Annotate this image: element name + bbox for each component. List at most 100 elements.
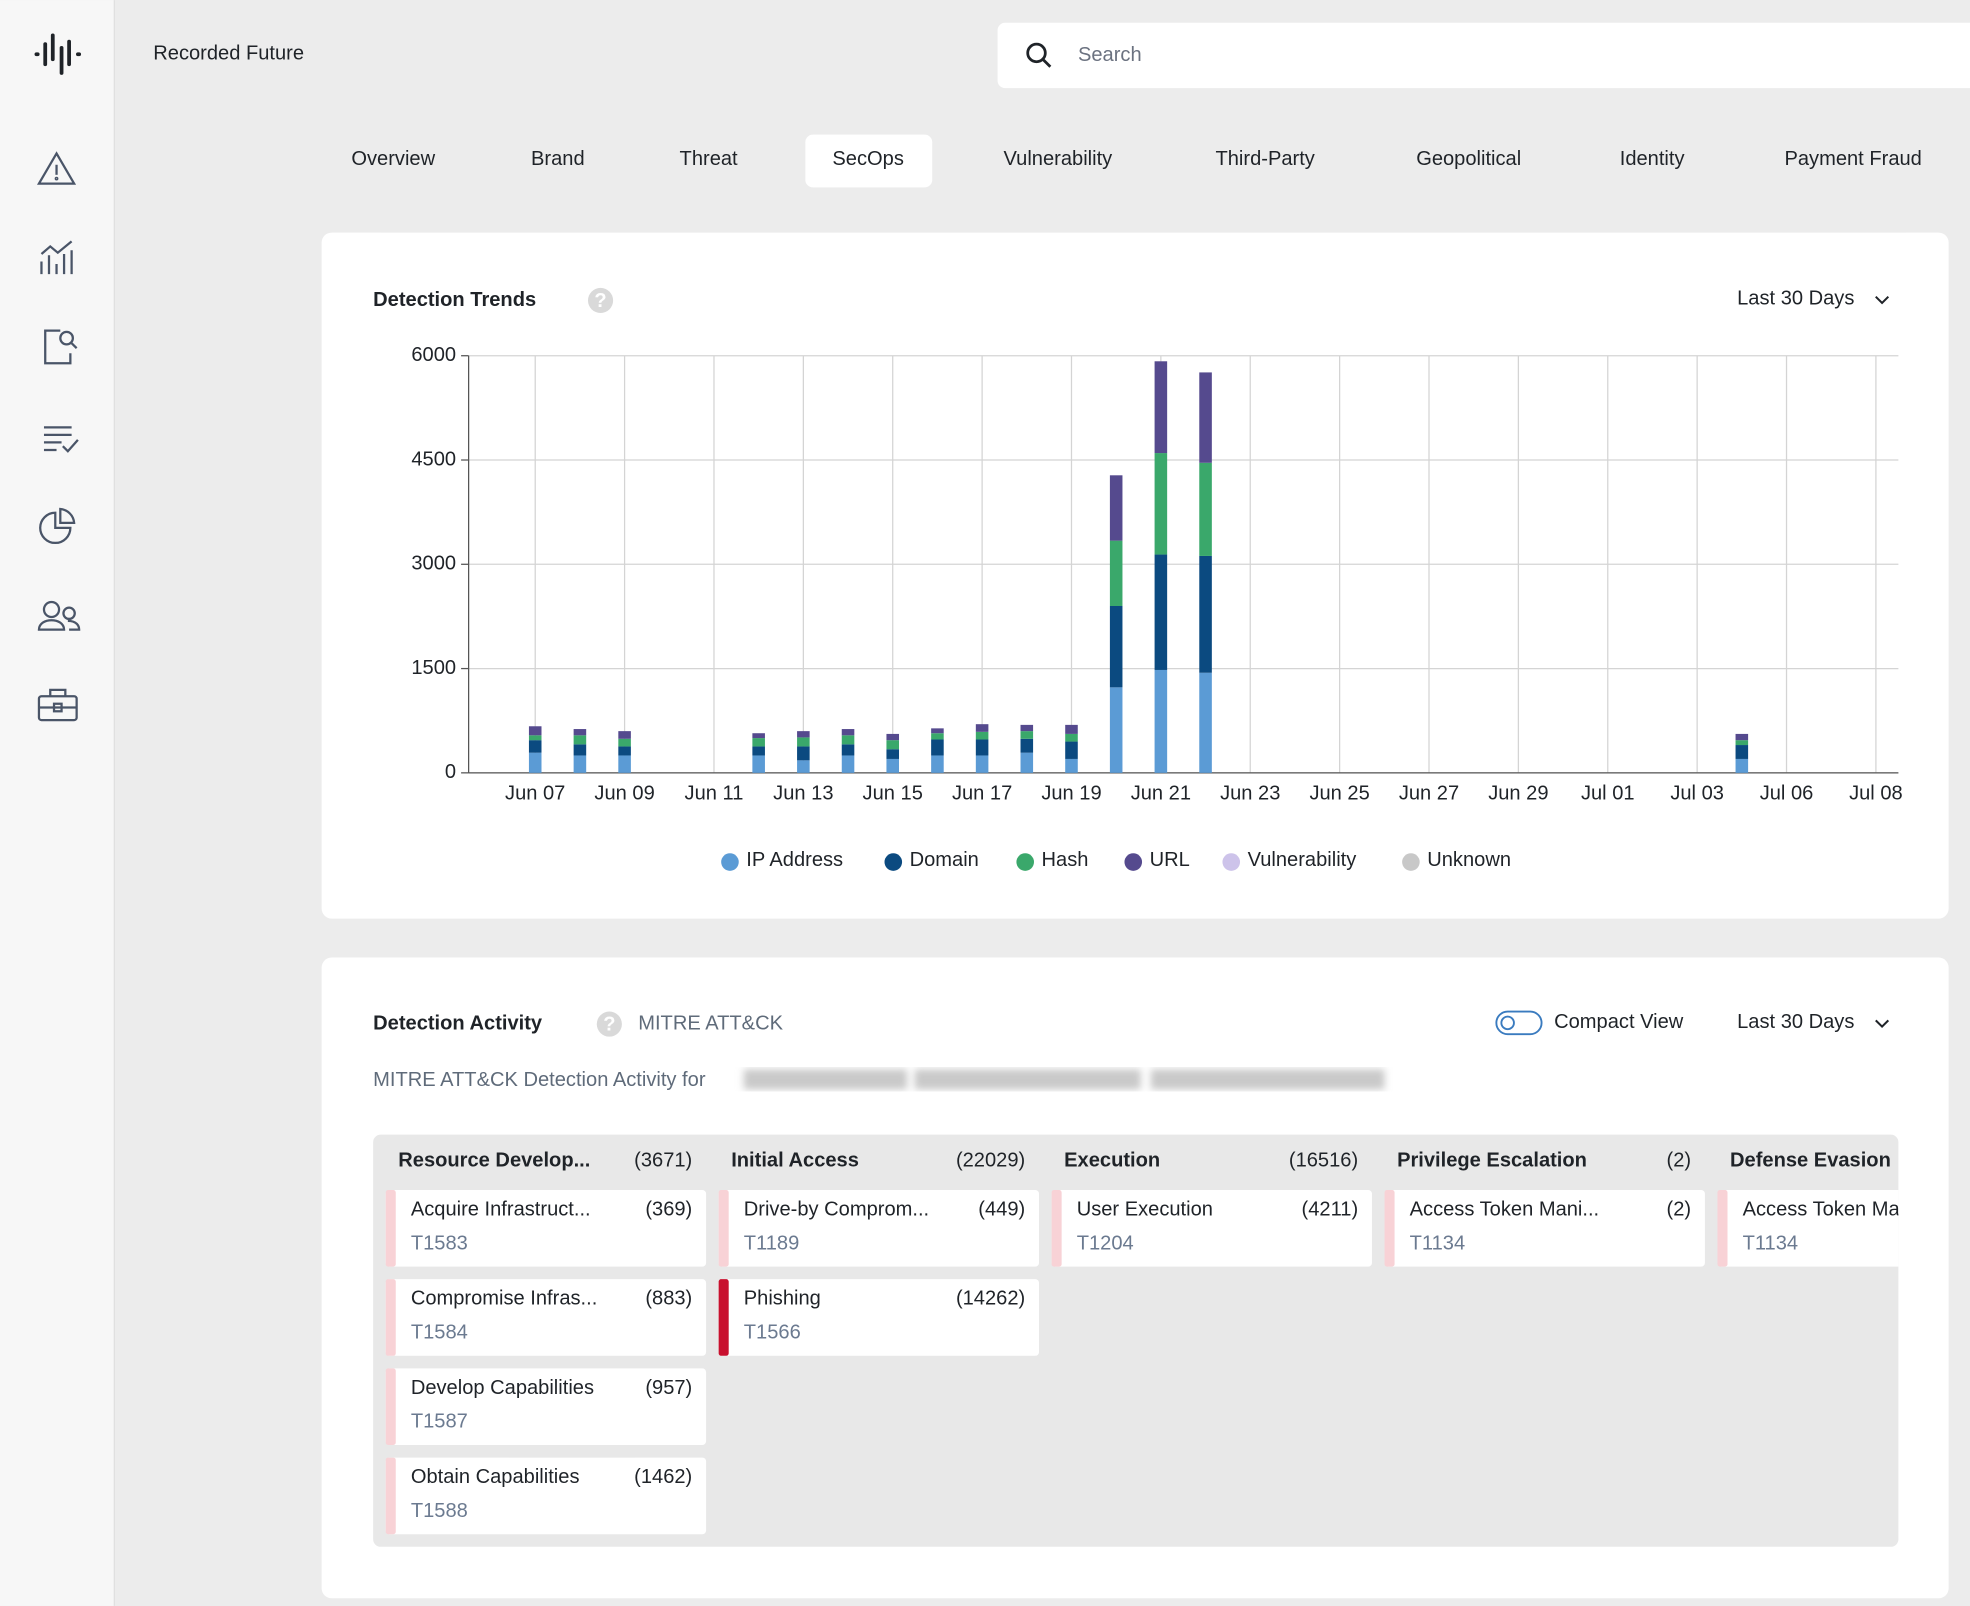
tab[interactable]: Threat bbox=[680, 148, 738, 170]
technique-count: (4211) bbox=[1302, 1198, 1359, 1220]
tab[interactable]: Vulnerability bbox=[1004, 148, 1113, 170]
bar-segment bbox=[752, 755, 765, 772]
technique-id: T1204 bbox=[1077, 1232, 1134, 1254]
bar-segment bbox=[797, 737, 810, 746]
activity-subtitle: MITRE ATT&CK Detection Activity for bbox=[373, 1069, 706, 1091]
search-box[interactable] bbox=[998, 23, 1970, 88]
tab[interactable]: SecOps bbox=[832, 148, 903, 170]
tactic-name: Execution bbox=[1064, 1149, 1160, 1171]
bar-segment bbox=[1199, 372, 1212, 462]
legend-label: URL bbox=[1150, 849, 1190, 871]
bar-segment bbox=[574, 729, 587, 735]
compact-toggle[interactable] bbox=[1496, 1012, 1541, 1035]
tab[interactable]: Overview bbox=[351, 148, 435, 170]
trends-title: Detection Trends bbox=[373, 289, 536, 311]
severity-bar bbox=[1052, 1190, 1062, 1267]
bar-segment bbox=[1021, 725, 1034, 731]
y-tick-label: 0 bbox=[445, 761, 456, 783]
x-tick-label: Jul 03 bbox=[1670, 783, 1724, 805]
severity-bar bbox=[386, 1279, 396, 1356]
bar-segment bbox=[1199, 673, 1212, 773]
activity-range[interactable]: Last 30 Days bbox=[1737, 1011, 1854, 1033]
technique-count: (957) bbox=[645, 1377, 692, 1399]
help-icon[interactable]: ? bbox=[597, 1012, 622, 1037]
x-tick-label: Jun 29 bbox=[1488, 783, 1548, 805]
svg-text:?: ? bbox=[594, 290, 606, 312]
x-tick-label: Jun 09 bbox=[594, 783, 654, 805]
tactic-name: Privilege Escalation bbox=[1397, 1149, 1587, 1171]
bar-segment bbox=[1065, 759, 1078, 773]
bar-segment bbox=[618, 731, 631, 739]
legend-label: Vulnerability bbox=[1248, 849, 1357, 871]
technique-name: Drive-by Comprom... bbox=[744, 1198, 929, 1220]
technique-id: T1583 bbox=[411, 1232, 468, 1254]
bar-segment bbox=[976, 724, 989, 732]
bar-segment bbox=[886, 734, 899, 740]
search-placeholder[interactable]: Search bbox=[1078, 44, 1142, 66]
severity-bar bbox=[719, 1279, 729, 1356]
technique-name: Obtain Capabilities bbox=[411, 1466, 580, 1488]
bar-segment bbox=[574, 735, 587, 744]
bar-segment bbox=[1065, 742, 1078, 759]
bar-segment bbox=[931, 755, 944, 772]
x-tick-label: Jul 01 bbox=[1581, 783, 1635, 805]
tactic-count: (16516) bbox=[1289, 1149, 1358, 1171]
technique-name: User Execution bbox=[1077, 1198, 1213, 1220]
help-icon[interactable]: ? bbox=[588, 288, 613, 313]
bar-segment bbox=[1736, 759, 1749, 773]
bar-segment bbox=[1736, 740, 1749, 745]
legend-swatch bbox=[1124, 853, 1142, 871]
bar-segment bbox=[886, 749, 899, 759]
x-tick-label: Jul 08 bbox=[1849, 783, 1903, 805]
legend-label: Hash bbox=[1042, 849, 1089, 871]
tactic-name: Defense Evasion bbox=[1730, 1149, 1891, 1171]
bar-segment bbox=[842, 755, 855, 772]
technique-count: (14262) bbox=[956, 1288, 1025, 1310]
tactic-count: (2) bbox=[1667, 1149, 1692, 1171]
compact-view-label[interactable]: Compact View bbox=[1554, 1011, 1684, 1033]
bar-segment bbox=[529, 735, 542, 740]
tab[interactable]: Brand bbox=[531, 148, 585, 170]
severity-bar bbox=[386, 1368, 396, 1445]
trends-range[interactable]: Last 30 Days bbox=[1737, 288, 1854, 310]
x-tick-label: Jun 27 bbox=[1399, 783, 1459, 805]
bar-segment bbox=[618, 746, 631, 755]
bar-segment bbox=[1110, 475, 1123, 540]
tab[interactable]: Identity bbox=[1620, 148, 1685, 170]
x-tick-label: Jun 11 bbox=[685, 783, 744, 805]
bar-segment bbox=[574, 755, 587, 772]
tab[interactable]: Third-Party bbox=[1215, 148, 1314, 170]
bar-segment bbox=[1199, 556, 1212, 673]
y-tick-label: 1500 bbox=[411, 657, 456, 679]
y-tick-label: 4500 bbox=[411, 448, 456, 470]
bar-segment bbox=[976, 755, 989, 772]
legend-label: Domain bbox=[910, 849, 979, 871]
bar-segment bbox=[1110, 606, 1123, 687]
bar-segment bbox=[842, 735, 855, 744]
severity-bar bbox=[1717, 1190, 1727, 1267]
technique-id: T1566 bbox=[744, 1322, 801, 1344]
bar-segment bbox=[976, 732, 989, 740]
tab[interactable]: Geopolitical bbox=[1416, 148, 1521, 170]
bar-segment bbox=[1736, 734, 1749, 740]
technique-count: (449) bbox=[978, 1198, 1025, 1220]
bar-segment bbox=[1021, 739, 1034, 753]
bar-segment bbox=[842, 729, 855, 735]
app-name: Recorded Future bbox=[153, 43, 304, 65]
bar-segment bbox=[574, 744, 587, 755]
x-tick-label: Jun 21 bbox=[1131, 783, 1191, 805]
legend-swatch bbox=[1016, 853, 1034, 871]
bar-segment bbox=[797, 760, 810, 773]
tactic-count: (22029) bbox=[956, 1149, 1025, 1171]
bar-segment bbox=[1155, 670, 1168, 773]
tab[interactable]: Payment Fraud bbox=[1784, 148, 1921, 170]
severity-bar bbox=[1385, 1190, 1395, 1267]
redacted-text bbox=[744, 1069, 1385, 1089]
technique-id: T1588 bbox=[411, 1500, 468, 1522]
tactic-name: Resource Develop... bbox=[398, 1149, 590, 1171]
y-tick-label: 6000 bbox=[411, 344, 456, 366]
bar-segment bbox=[752, 746, 765, 755]
trends-card bbox=[322, 233, 1949, 919]
x-tick-label: Jun 13 bbox=[773, 783, 833, 805]
